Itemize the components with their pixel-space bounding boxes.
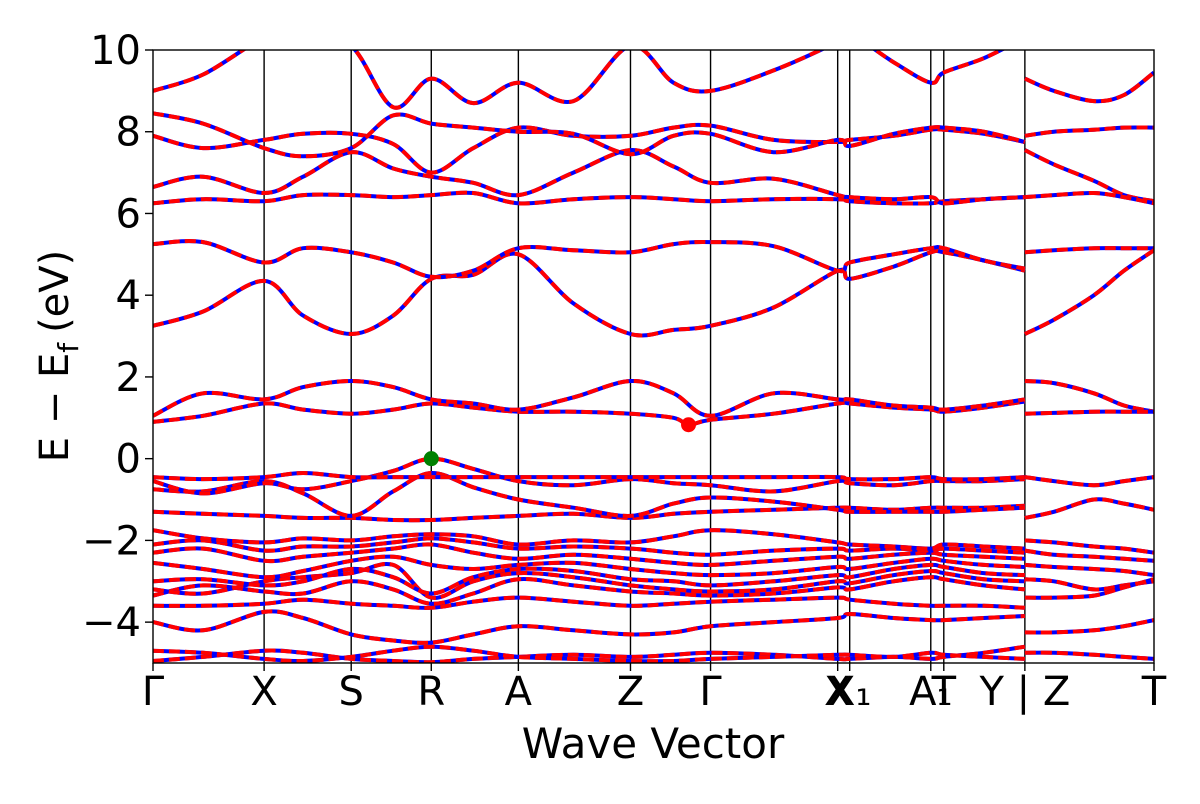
y-tick-label: 10: [90, 28, 141, 74]
band-20-dashed: [153, 148, 1026, 206]
band-8-dashed: [153, 542, 1026, 567]
x-tick-label: X: [824, 669, 851, 715]
band-19-dashed: [153, 190, 1026, 206]
band-38-dashed: [1024, 618, 1154, 635]
y-axis-ticks: 10 8 6 4 2 0 −2 −4: [82, 28, 153, 646]
y-tick-label: 2: [116, 355, 141, 401]
y-tick-label: 8: [116, 110, 141, 156]
x-axis-label: Wave Vector: [522, 719, 785, 768]
band-37-dashed: [1024, 577, 1154, 600]
x-tick-label: A: [505, 669, 533, 715]
band-33-dashed: [1024, 538, 1154, 555]
band-30-dashed: [1024, 409, 1154, 416]
y-axis-label-main: E − E: [32, 353, 78, 463]
y-axis-label-unit: (eV): [32, 250, 78, 333]
band-18-dashed: [153, 239, 1026, 280]
band-18-solid: [153, 239, 1026, 280]
y-axis-label: E − Ef (eV): [32, 250, 85, 463]
band-21-dashed: [153, 122, 1026, 175]
band-0-dashed: [153, 644, 1026, 663]
x-tick-label: Z: [617, 669, 644, 715]
band-edge-markers: [423, 417, 697, 467]
y-tick-label: −2: [82, 518, 141, 564]
band-6-dashed: [153, 562, 1025, 596]
band-16-solid: [153, 378, 1026, 418]
band-10-dashed: [153, 528, 1026, 551]
band-23-solid: [153, 50, 1006, 110]
band-39-dashed: [1024, 650, 1154, 661]
band-24-dashed: [1024, 125, 1154, 138]
band-4-dashed: [153, 575, 1026, 606]
y-tick-label: 0: [116, 437, 141, 483]
y-axis-label-sub: f: [52, 342, 85, 353]
x-tick-label: Γ: [699, 669, 722, 715]
x-tick-label: Γ: [142, 669, 165, 715]
band-26-dashed: [1024, 190, 1154, 206]
band-36-dashed: [1024, 577, 1154, 592]
x-tick-label: X: [250, 669, 277, 715]
band-17-dashed: [153, 248, 1026, 338]
band-22-dashed: [153, 111, 1026, 159]
x-tick-label: Y | Z: [978, 669, 1070, 715]
band-1-dashed: [153, 644, 1025, 663]
band-14-dashed: [153, 470, 1025, 482]
band-31-dashed: [1024, 475, 1154, 488]
band-2-dashed: [153, 609, 1025, 645]
y-tick-label: −4: [82, 600, 141, 646]
band-34-dashed: [1024, 548, 1154, 563]
band-7-dashed: [153, 554, 1026, 580]
band-28-dashed: [1024, 248, 1154, 336]
band-11-dashed: [153, 503, 1025, 523]
x-tick-label: T: [931, 669, 957, 715]
band-12-dashed: [153, 471, 1025, 518]
x-tick-label: X₁: [828, 669, 871, 715]
band-29-dashed: [1024, 379, 1154, 414]
x-tick-label: R: [417, 669, 445, 715]
vbm-marker: [423, 451, 439, 467]
band-3-dashed: [153, 595, 1025, 610]
plot-frame: [152, 49, 1155, 664]
x-tick-label: A₁: [909, 669, 952, 715]
band-40-dashed: [1024, 70, 1154, 104]
x-tick-label: S: [339, 669, 364, 715]
y-tick-label: 6: [116, 191, 141, 237]
band-35-dashed: [1024, 562, 1154, 578]
y-tick-label: 4: [116, 273, 141, 319]
x-tick-label: T: [1141, 669, 1167, 715]
band-20-solid: [153, 148, 1026, 206]
cbm-marker: [681, 417, 697, 433]
band-32-dashed: [1024, 497, 1154, 520]
band-lines: [153, 50, 1154, 663]
band-23-dashed: [153, 50, 1006, 110]
band-27-dashed: [1024, 246, 1154, 255]
